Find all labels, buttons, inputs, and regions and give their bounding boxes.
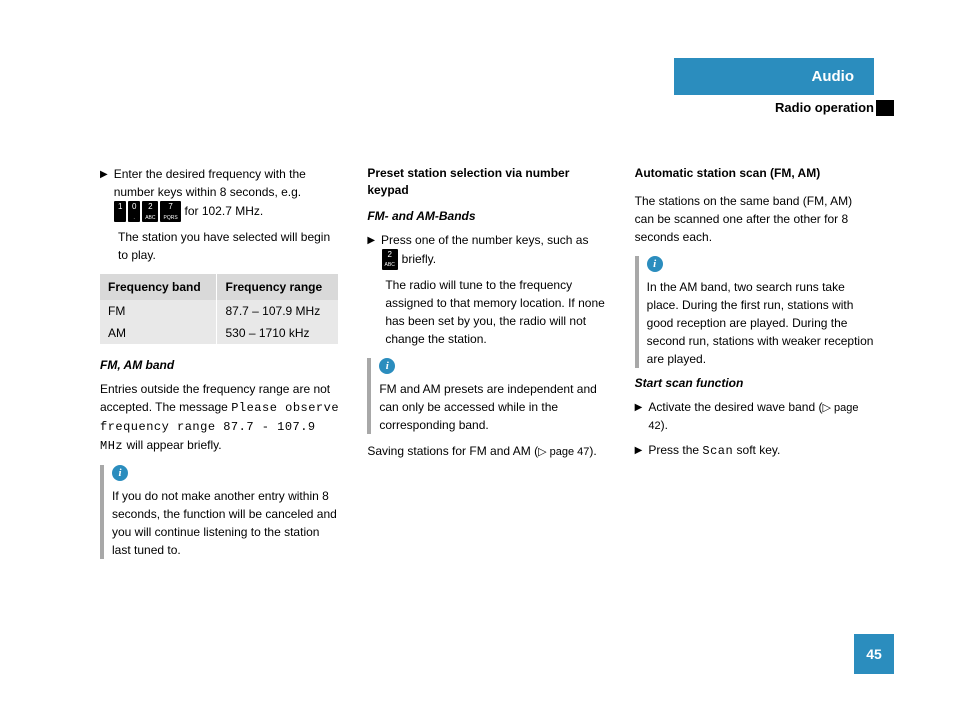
subsection-heading: FM- and AM-Bands [367, 209, 606, 223]
step-text: Activate the desired wave band ( [648, 400, 822, 414]
step-text-suffix: briefly. [402, 251, 436, 265]
step-text: Enter the desired frequency with the num… [114, 167, 306, 199]
info-text: In the AM band, two search runs take pla… [647, 278, 874, 368]
content-columns: ▶ Enter the desired frequency with the n… [100, 165, 874, 567]
info-callout: i If you do not make another entry withi… [100, 465, 339, 559]
key-0-icon: 0. [128, 201, 140, 222]
column-1: ▶ Enter the desired frequency with the n… [100, 165, 339, 567]
info-callout: i FM and AM presets are independent and … [367, 358, 606, 434]
table-row: AM 530 – 1710 kHz [100, 322, 339, 344]
body-text: The station you have selected will begin… [118, 228, 339, 264]
section-subheader: Radio operation [674, 100, 874, 115]
page-number: 45 [854, 634, 894, 674]
section-heading: Preset station selection via number keyp… [367, 165, 606, 199]
table-header: Frequency range [217, 274, 339, 300]
column-2: Preset station selection via number keyp… [367, 165, 606, 567]
step-text-suffix: for 102.7 MHz. [185, 204, 264, 218]
subsection-heading: FM, AM band [100, 358, 339, 372]
section-heading: Automatic station scan (FM, AM) [635, 165, 874, 182]
body-text: Saving stations for FM and AM (▷ page 47… [367, 442, 606, 461]
info-icon: i [647, 256, 663, 272]
table-cell: AM [100, 322, 217, 344]
key-2-icon: 2ABC [142, 201, 158, 222]
table-cell: 87.7 – 107.9 MHz [217, 300, 339, 322]
bullet-icon: ▶ [635, 398, 643, 435]
subsection-heading: Start scan function [635, 376, 874, 390]
keypad-sequence: 1 0. 2ABC 7PQRS [114, 201, 181, 222]
instruction-step: ▶ Press one of the number keys, such as … [367, 231, 606, 270]
table-row: FM 87.7 – 107.9 MHz [100, 300, 339, 322]
column-3: Automatic station scan (FM, AM) The stat… [635, 165, 874, 567]
key-1-icon: 1 [114, 201, 126, 222]
step-text: Press the [648, 443, 702, 457]
bullet-icon: ▶ [100, 165, 108, 222]
info-text: If you do not make another entry within … [112, 487, 339, 559]
info-icon: i [112, 465, 128, 481]
instruction-step: ▶ Activate the desired wave band (▷ page… [635, 398, 874, 435]
body-text: Entries outside the frequency range are … [100, 380, 339, 455]
info-callout: i In the AM band, two search runs take p… [635, 256, 874, 368]
frequency-table: Frequency band Frequency range FM 87.7 –… [100, 274, 339, 344]
instruction-step: ▶ Press the Scan soft key. [635, 441, 874, 460]
page-reference: ▷ page 47 [538, 446, 589, 458]
key-2-icon: 2ABC [382, 249, 398, 270]
step-text: Press one of the number keys, such as [381, 233, 588, 247]
bullet-icon: ▶ [367, 231, 375, 270]
body-text: The stations on the same band (FM, AM) c… [635, 192, 874, 246]
table-cell: FM [100, 300, 217, 322]
instruction-step: ▶ Enter the desired frequency with the n… [100, 165, 339, 222]
body-text: The radio will tune to the frequency ass… [385, 276, 606, 348]
info-icon: i [379, 358, 395, 374]
key-7-icon: 7PQRS [160, 201, 180, 222]
edge-marker [876, 100, 894, 116]
table-header: Frequency band [100, 274, 217, 300]
bullet-icon: ▶ [635, 441, 643, 460]
info-text: FM and AM presets are independent and ca… [379, 380, 606, 434]
table-cell: 530 – 1710 kHz [217, 322, 339, 344]
chapter-tab: Audio [674, 58, 874, 95]
